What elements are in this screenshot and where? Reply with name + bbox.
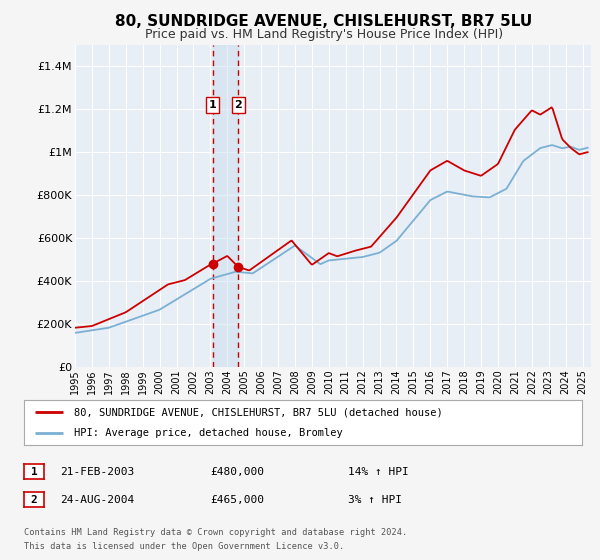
Text: 1: 1: [31, 466, 37, 477]
Text: 2: 2: [235, 100, 242, 110]
Text: £465,000: £465,000: [210, 494, 264, 505]
Text: £480,000: £480,000: [210, 466, 264, 477]
Text: 21-FEB-2003: 21-FEB-2003: [60, 466, 134, 477]
Text: HPI: Average price, detached house, Bromley: HPI: Average price, detached house, Brom…: [74, 428, 343, 438]
Text: Price paid vs. HM Land Registry's House Price Index (HPI): Price paid vs. HM Land Registry's House …: [145, 28, 503, 41]
Text: 2: 2: [31, 494, 37, 505]
Bar: [212, 45, 238, 367]
Text: 80, SUNDRIDGE AVENUE, CHISLEHURST, BR7 5LU (detached house): 80, SUNDRIDGE AVENUE, CHISLEHURST, BR7 5…: [74, 408, 443, 418]
Text: 1: 1: [209, 100, 217, 110]
Text: 14% ↑ HPI: 14% ↑ HPI: [348, 466, 409, 477]
Text: 3% ↑ HPI: 3% ↑ HPI: [348, 494, 402, 505]
Text: Contains HM Land Registry data © Crown copyright and database right 2024.: Contains HM Land Registry data © Crown c…: [24, 528, 407, 537]
Text: 80, SUNDRIDGE AVENUE, CHISLEHURST, BR7 5LU: 80, SUNDRIDGE AVENUE, CHISLEHURST, BR7 5…: [115, 14, 533, 29]
Text: 24-AUG-2004: 24-AUG-2004: [60, 494, 134, 505]
Text: This data is licensed under the Open Government Licence v3.0.: This data is licensed under the Open Gov…: [24, 542, 344, 550]
